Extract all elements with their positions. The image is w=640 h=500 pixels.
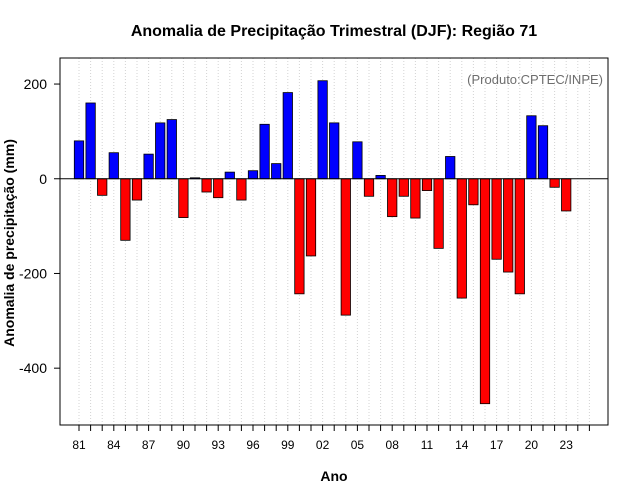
- bar-2014: [456, 178, 467, 299]
- x-tick-label: 23: [560, 438, 574, 452]
- bar-2020: [526, 115, 537, 180]
- bar-2017: [491, 178, 502, 260]
- y-tick-label: 200: [24, 76, 48, 92]
- bar-2011: [421, 178, 433, 191]
- x-tick-label: 20: [525, 438, 539, 452]
- bar-2023: [561, 178, 572, 212]
- x-tick-label: 14: [455, 438, 469, 452]
- bar-2015: [468, 178, 479, 206]
- x-tick-label: 05: [351, 438, 365, 452]
- x-tick-label: 81: [72, 438, 86, 452]
- y-axis: -400 -200 0 200: [19, 76, 60, 376]
- chart-title: Anomalia de Precipitação Trimestral (DJF…: [131, 23, 537, 40]
- x-tick-label: 96: [246, 438, 260, 452]
- bar-2009: [398, 178, 409, 197]
- x-tick-label: 11: [421, 438, 434, 452]
- bar-2002: [317, 80, 328, 180]
- bar-1995: [236, 178, 247, 201]
- bar-1994: [224, 171, 235, 180]
- source-annotation: (Produto:CPTEC/INPE): [467, 72, 603, 87]
- bar-2012: [433, 178, 444, 249]
- bar-1985: [120, 178, 131, 241]
- bar-2018: [503, 178, 514, 273]
- bar-1987: [143, 153, 154, 180]
- bar-2019: [514, 178, 525, 295]
- x-tick-label: 99: [281, 438, 295, 452]
- x-tick-label: 02: [316, 438, 330, 452]
- bar-2008: [387, 178, 398, 218]
- bar-1990: [178, 178, 189, 218]
- bar-1983: [97, 178, 108, 196]
- bar-1988: [155, 122, 166, 180]
- bar-1999: [282, 92, 293, 180]
- bar-2021: [537, 125, 549, 180]
- x-tick-label: 17: [490, 438, 504, 452]
- bar-1997: [259, 123, 270, 180]
- bar-2006: [363, 178, 375, 197]
- bar-2001: [305, 178, 317, 257]
- x-tick-label: 08: [386, 438, 400, 452]
- bar-2000: [294, 178, 305, 295]
- bar-1986: [131, 178, 143, 201]
- y-axis-label: Anomalia de precipitação (mm): [1, 139, 17, 347]
- bar-1998: [271, 163, 282, 180]
- x-axis: 81 84 87 90 93 96 99 02 05 08 11 14 17 20 23: [72, 425, 590, 452]
- bar-2005: [352, 141, 363, 180]
- bar-1993: [213, 178, 224, 199]
- bar-1992: [201, 178, 212, 193]
- bar-2016: [479, 178, 491, 405]
- bar-1989: [166, 119, 177, 180]
- x-tick-label: 84: [107, 438, 121, 452]
- bar-1984: [108, 152, 119, 180]
- bar-1981: [73, 140, 85, 180]
- x-tick-label: 90: [177, 438, 191, 452]
- x-axis-label: Ano: [320, 468, 347, 484]
- x-tick-label: 87: [142, 438, 156, 452]
- bar-2010: [410, 178, 421, 219]
- y-tick-label: -400: [19, 360, 47, 376]
- bar-1982: [85, 102, 96, 180]
- y-tick-label: 0: [39, 171, 47, 187]
- bar-2022: [549, 178, 560, 188]
- bar-2013: [445, 156, 456, 180]
- bar-2003: [329, 122, 340, 180]
- x-tick-label: 93: [212, 438, 226, 452]
- y-tick-label: -200: [19, 265, 47, 281]
- bar-1996: [247, 170, 259, 180]
- bar-2004: [340, 178, 351, 316]
